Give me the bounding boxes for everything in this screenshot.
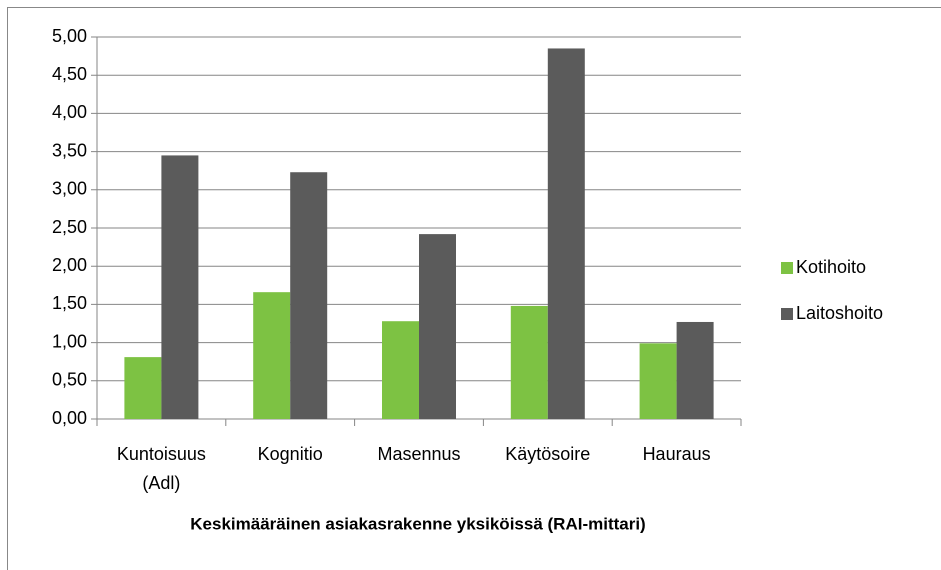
y-tick-label: 2,00 [52, 255, 87, 275]
x-tick-label: Masennus [377, 444, 460, 464]
bar [639, 343, 677, 419]
bar [419, 234, 456, 419]
bar [676, 321, 714, 419]
y-tick-label: 4,00 [52, 102, 87, 122]
y-tick-label: 1,50 [52, 293, 87, 313]
bar [290, 172, 328, 419]
bar [510, 305, 548, 419]
x-tick-label: Hauraus [643, 444, 711, 464]
chart-title: Keskimääräinen asiakasrakenne yksiköissä… [190, 514, 645, 533]
legend-label: Kotihoito [796, 257, 866, 277]
bar [547, 48, 585, 420]
x-tick-label: Kuntoisuus (Adl) [117, 444, 206, 493]
y-tick-label: 1,00 [52, 331, 87, 351]
x-tick-label: Kognitio [258, 444, 323, 464]
legend-swatch [781, 308, 793, 320]
y-tick-label: 2,50 [52, 217, 87, 237]
bar [253, 292, 291, 419]
y-tick-label: 0,50 [52, 370, 87, 390]
y-tick-label: 0,00 [52, 408, 87, 428]
y-tick-label: 3,00 [52, 179, 87, 199]
y-tick-label: 5,00 [52, 26, 87, 46]
y-tick-label: 3,50 [52, 140, 87, 160]
legend-label: Laitoshoito [796, 303, 883, 323]
bar [161, 155, 199, 420]
y-tick-label: 4,50 [52, 64, 87, 84]
bar [124, 357, 162, 419]
x-tick-label: Käytösoire [505, 444, 590, 464]
legend-swatch [781, 262, 793, 274]
bar [382, 321, 419, 419]
chart-border [7, 7, 941, 570]
